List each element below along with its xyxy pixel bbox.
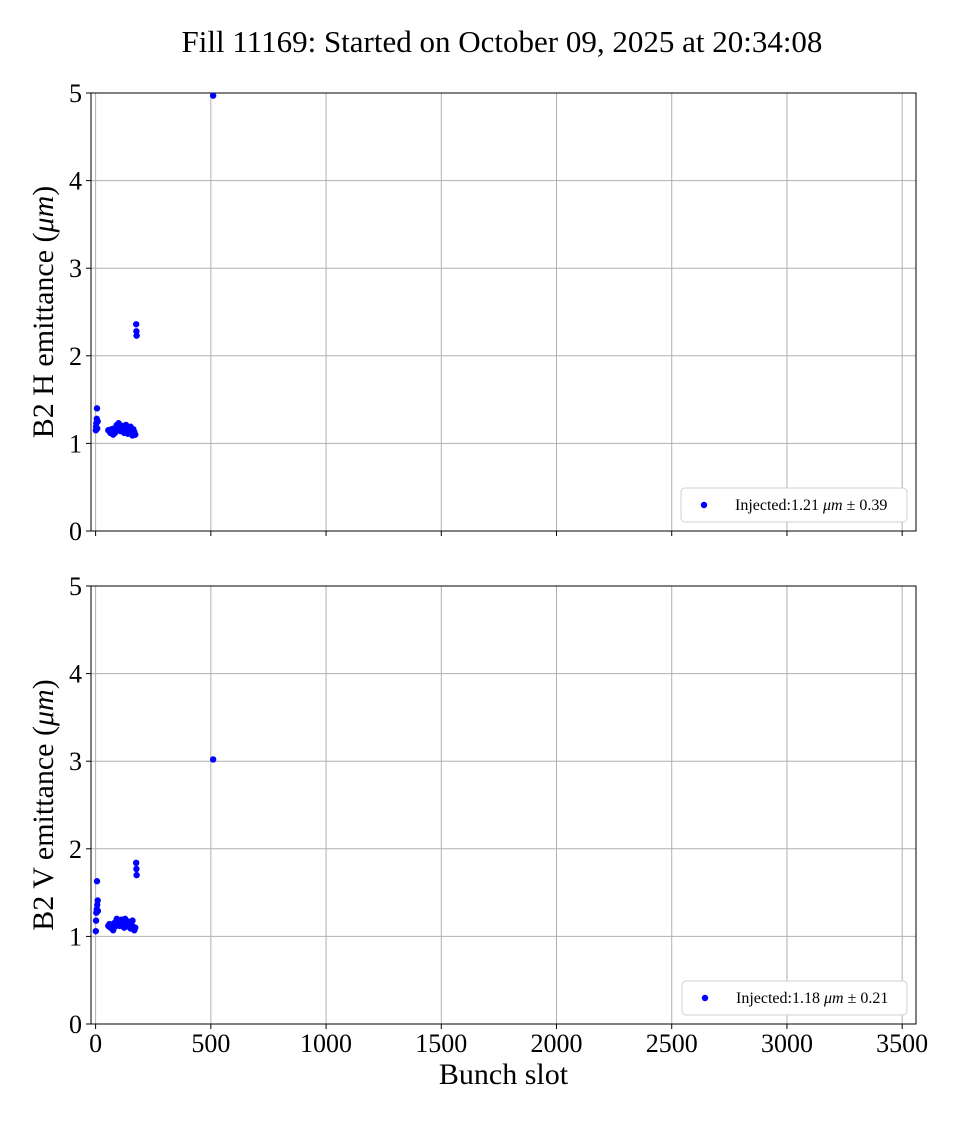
legend-label: Injected:1.21 μm ± 0.39 <box>735 497 887 514</box>
data-point <box>132 431 139 438</box>
data-point <box>209 756 217 763</box>
axes-frame <box>90 585 917 1025</box>
axes-frame <box>90 92 917 532</box>
data-point <box>133 332 140 339</box>
legend: Injected:1.18 μm ± 0.21 <box>681 980 908 1016</box>
legend-box <box>681 980 908 1016</box>
legend-box <box>680 487 908 523</box>
data-point <box>92 917 100 924</box>
y-tick-label: 1 <box>69 922 82 951</box>
y-tick-label: 2 <box>69 835 82 864</box>
legend-marker <box>700 501 708 509</box>
legend: Injected:1.21 μm ± 0.39 <box>680 487 908 523</box>
data-point <box>132 924 139 931</box>
x-tick-label: 2500 <box>646 1029 698 1058</box>
y-tick-label: 0 <box>69 517 82 546</box>
y-axis-label: B2 H emittance (μm) <box>27 186 60 439</box>
y-tick-label: 4 <box>69 167 82 196</box>
panel-b2-v-emittance: 0 500 1000 1500 2000 2500 3000 3500 0 1 2 3 4 5 B2 V e… <box>27 572 928 1091</box>
figure-title: Fill 11169: Started on October 09, 2025 … <box>182 24 823 59</box>
y-tick-label: 0 <box>69 1010 82 1039</box>
data-point <box>93 405 101 412</box>
data-point <box>94 907 102 915</box>
panel-b2-h-emittance: 0 1 2 3 4 5 B2 H emittance (μm) Injected:1.21 μ… <box>27 79 917 546</box>
x-tick-label: 1500 <box>415 1029 467 1058</box>
y-tick-label: 3 <box>69 254 82 283</box>
data-point <box>92 927 100 935</box>
legend-marker <box>701 994 709 1002</box>
data-point <box>133 865 140 873</box>
data-point <box>129 917 136 924</box>
x-tick-label: 0 <box>89 1029 102 1058</box>
y-tick-label: 4 <box>69 660 82 689</box>
y-axis-label: B2 V emittance (μm) <box>27 679 60 930</box>
data-point <box>94 418 101 425</box>
data-point <box>94 897 101 904</box>
data-point <box>132 859 140 867</box>
data-point <box>209 92 217 99</box>
data-point <box>93 878 101 885</box>
legend-label: Injected:1.18 μm ± 0.21 <box>736 990 888 1007</box>
y-tick-label: 3 <box>69 747 82 776</box>
data-point <box>133 871 140 879</box>
data-point <box>94 425 101 432</box>
x-tick-label: 3500 <box>876 1029 928 1058</box>
x-axis-label: Bunch slot <box>439 1058 569 1091</box>
x-tick-label: 1000 <box>300 1029 352 1058</box>
x-tick-label: 3000 <box>761 1029 813 1058</box>
y-tick-label: 2 <box>69 342 82 371</box>
y-tick-label: 1 <box>69 429 82 458</box>
x-tick-label: 2000 <box>531 1029 583 1058</box>
x-tick-label: 500 <box>191 1029 230 1058</box>
y-tick-label: 5 <box>69 572 82 601</box>
y-tick-label: 5 <box>69 79 82 108</box>
data-point <box>132 321 140 328</box>
